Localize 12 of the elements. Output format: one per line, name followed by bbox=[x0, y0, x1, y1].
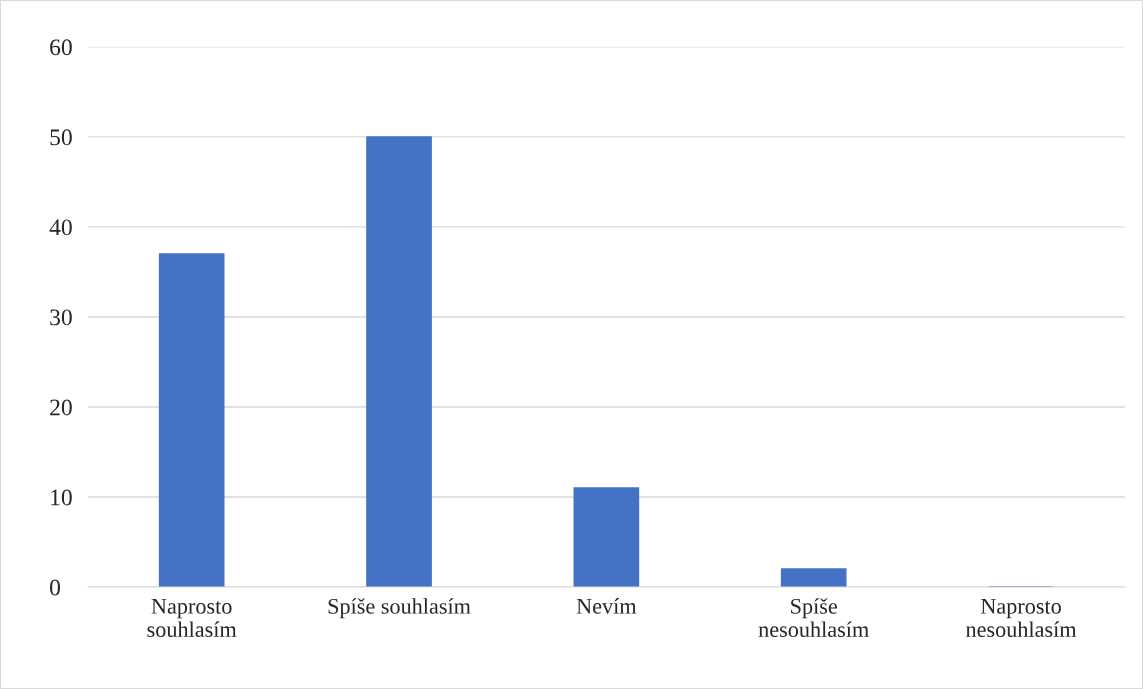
x-tick-label: Naprosto nesouhlasím bbox=[966, 599, 1077, 638]
x-tick-label: Spíše souhlasím bbox=[328, 598, 471, 619]
x-tick-label: Spíše nesouhlasím bbox=[758, 598, 869, 638]
y-tick-label: 40 bbox=[49, 219, 72, 236]
x-tick-label: Naprosto souhlasím bbox=[147, 599, 237, 638]
y-tick-label: 20 bbox=[50, 399, 72, 416]
y-tick-label: 30 bbox=[50, 309, 72, 326]
x-tick-label: Nevím bbox=[576, 598, 637, 614]
y-tick-label: 0 bbox=[50, 579, 61, 596]
y-tick-label: 10 bbox=[51, 489, 72, 506]
y-tick-label: 60 bbox=[50, 39, 72, 56]
y-tick-label: 50 bbox=[50, 129, 72, 146]
